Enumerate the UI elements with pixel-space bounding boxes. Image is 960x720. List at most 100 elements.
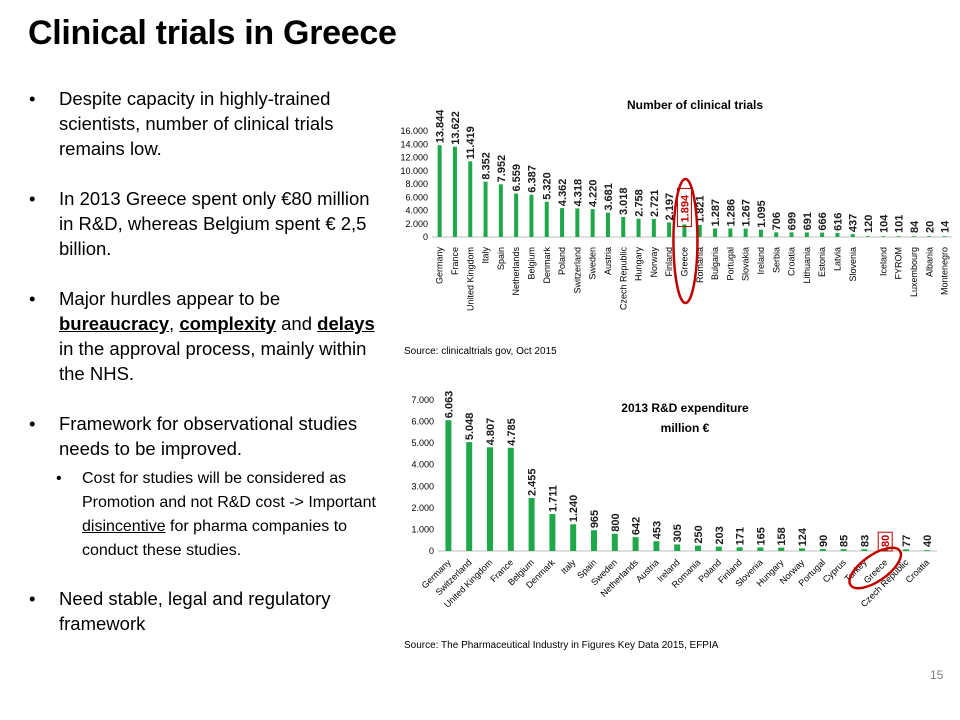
chart2-bar-norway xyxy=(799,548,805,551)
chart1-ytick-1: 2.000 xyxy=(405,219,428,229)
chart1-category-greece: Greece xyxy=(679,247,689,277)
chart1-value-finland: 2.197 xyxy=(664,193,676,221)
chart2-bar-france xyxy=(507,447,514,551)
page-number: 15 xyxy=(930,668,944,682)
chart1-bar-sweden xyxy=(590,209,595,237)
chart1-ytick-5: 10.000 xyxy=(400,166,428,176)
chart1-bar-montenegro xyxy=(942,236,947,237)
chart2-bar-austria xyxy=(653,541,660,551)
chart2-value-slovenia: 165 xyxy=(755,527,767,545)
chart1-category-fyrom: FYROM xyxy=(894,247,904,280)
chart2-ytick-0: 0 xyxy=(429,546,434,556)
chart2-value-austria: 453 xyxy=(651,521,663,539)
chart1-value-albania: 20 xyxy=(924,221,936,233)
chart1-ytick-4: 8.000 xyxy=(405,179,428,189)
chart1-category-united-kingdom: United Kingdom xyxy=(465,247,475,311)
chart2-source: Source: The Pharmaceutical Industry in F… xyxy=(404,640,719,651)
chart2-highlight-box xyxy=(877,531,893,552)
chart1-bar-romania xyxy=(697,224,702,237)
chart1-value-czech-republic: 3.018 xyxy=(618,187,630,215)
chart1-bar-serbia xyxy=(774,232,779,237)
chart1-value-slovakia: 1.267 xyxy=(741,199,753,227)
chart1-bar-austria xyxy=(605,212,610,237)
chart2-value-denmark: 1.711 xyxy=(547,485,559,512)
chart2-value-sweden: 800 xyxy=(610,513,622,531)
chart2-value-switzerland: 5.048 xyxy=(464,413,476,441)
chart1-value-poland: 4.362 xyxy=(557,179,569,207)
bullet-rd-spending: In 2013 Greece spent only €80 million in… xyxy=(26,186,386,261)
hurdle-complexity: complexity xyxy=(179,313,276,334)
chart1-category-switzerland: Switzerland xyxy=(572,247,582,294)
chart1-ytick-7: 14.000 xyxy=(400,139,428,149)
chart2-value-netherlands: 642 xyxy=(631,517,643,535)
chart1-category-iceland: Iceland xyxy=(878,247,888,276)
chart2-value-ireland: 305 xyxy=(672,524,684,542)
chart2-value-portugal: 90 xyxy=(818,535,830,547)
chart1-value-fyrom: 101 xyxy=(894,215,906,233)
chart1-category-sweden: Sweden xyxy=(588,247,598,280)
chart1-category-czech-republic: Czech Republic xyxy=(618,247,628,311)
chart2-value-greece: 80 xyxy=(880,535,892,547)
chart1-category-romania: Romania xyxy=(695,247,705,283)
bullet-observational: Framework for observational studies need… xyxy=(26,411,386,461)
chart1-bar-italy xyxy=(483,181,488,237)
bullet-capacity: Despite capacity in highly-trained scien… xyxy=(26,86,386,161)
chart1-value-romania: 1.821 xyxy=(695,195,707,223)
chart2-category-cyprus: Cyprus xyxy=(821,557,849,585)
chart1-value-luxembourg: 84 xyxy=(909,220,921,233)
chart2-value-poland: 203 xyxy=(714,526,726,544)
chart2-bar-netherlands xyxy=(632,537,639,551)
chart1-value-bulgaria: 1.287 xyxy=(710,199,722,227)
chart1-category-estonia: Estonia xyxy=(817,247,827,277)
chart1-category-denmark: Denmark xyxy=(542,247,552,284)
chart2-title: 2013 R&D expenditure xyxy=(621,401,749,415)
chart1-value-united-kingdom: 11.419 xyxy=(465,126,477,159)
chart1-value-norway: 2.721 xyxy=(649,189,661,217)
cost-end: for pharma companies to conduct these st… xyxy=(82,518,348,559)
chart1-value-gap-28: 120 xyxy=(863,215,875,233)
chart1-bar-germany xyxy=(437,145,442,237)
chart1-category-norway: Norway xyxy=(649,247,659,278)
bullet-hurdles: Major hurdles appear to be bureaucracy, … xyxy=(26,286,386,386)
chart2-ytick-1: 1.000 xyxy=(411,524,434,534)
chart1-bar-hungary xyxy=(636,218,641,237)
chart1-bar-estonia xyxy=(820,232,825,237)
chart1-value-greece: 1.894 xyxy=(679,194,691,222)
chart1-category-luxembourg: Luxembourg xyxy=(909,247,919,297)
chart1-category-ireland: Ireland xyxy=(756,247,766,275)
chart2-bar-denmark xyxy=(549,514,556,551)
chart1-bar-switzerland xyxy=(575,208,580,237)
chart2-value-italy: 1.240 xyxy=(568,495,580,523)
chart1-category-spain: Spain xyxy=(496,247,506,270)
chart1-ytick-8: 16.000 xyxy=(400,126,428,136)
chart1-source: Source: clinicaltrials gov, Oct 2015 xyxy=(404,346,557,357)
chart2-value-hungary: 158 xyxy=(776,527,788,545)
chart1-bar-spain xyxy=(498,184,503,237)
chart2-bar-czech-republic xyxy=(903,549,909,551)
chart1-category-croatia: Croatia xyxy=(787,247,797,276)
chart1-value-slovenia: 437 xyxy=(848,214,860,232)
chart1-value-italy: 8.352 xyxy=(481,152,493,180)
cost-intro: Cost for studies will be considered as P… xyxy=(82,470,376,511)
chart1-bar-netherlands xyxy=(514,193,519,237)
chart1-ytick-3: 6.000 xyxy=(405,192,428,202)
chart1-bar-gap-28 xyxy=(866,236,871,237)
chart2-bar-sweden xyxy=(611,533,618,551)
chart2-bar-united-kingdom xyxy=(487,447,493,551)
hurdle-delays: delays xyxy=(317,313,375,334)
chart2-value-romania: 250 xyxy=(693,525,705,543)
chart1-category-bulgaria: Bulgaria xyxy=(710,247,720,280)
chart1-value-estonia: 666 xyxy=(817,212,829,230)
chart1-category-serbia: Serbia xyxy=(771,247,781,273)
chart1-value-switzerland: 4.318 xyxy=(572,179,584,207)
disincentive-word: disincentive xyxy=(82,518,166,535)
chart1-bar-greece xyxy=(682,224,687,237)
chart2-value-germany: 6.063 xyxy=(443,391,455,419)
chart2-value-spain: 965 xyxy=(589,510,601,528)
chart1-ytick-0: 0 xyxy=(423,232,428,242)
chart2-ytick-6: 6.000 xyxy=(411,417,434,427)
hurdles-end: in the approval process, mainly within t… xyxy=(59,338,367,384)
chart1-category-montenegro: Montenegro xyxy=(940,247,950,295)
chart1-category-finland: Finland xyxy=(664,247,674,277)
